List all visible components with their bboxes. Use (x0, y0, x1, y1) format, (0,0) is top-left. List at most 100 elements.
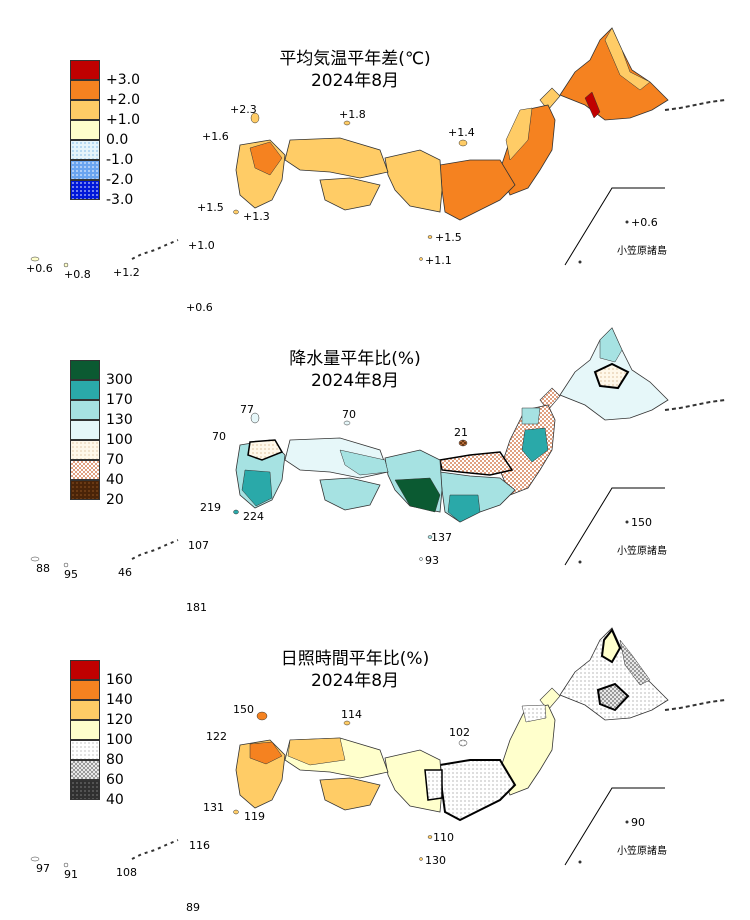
ogasawara-dot-1 (625, 520, 629, 524)
legend-label: +3.0 (106, 72, 140, 88)
tohoku-west (505, 107, 533, 161)
kuril-chain (664, 399, 726, 411)
sado-island (458, 439, 468, 447)
value-oki: +1.8 (339, 108, 366, 121)
legend-swatch (70, 160, 100, 180)
kyushu-north-hot (249, 141, 283, 176)
chugoku-coast (339, 449, 389, 476)
precipitation-title: 降水量平年比(%) (289, 349, 421, 369)
ogasawara-label: 小笠原諸島 (617, 846, 667, 857)
sado-island (458, 739, 468, 747)
shikoku (319, 777, 381, 811)
legend-swatch (70, 420, 100, 440)
legend-label: +1.0 (106, 112, 140, 128)
value-ogasawara: +0.6 (631, 216, 658, 229)
ryukyu-chain (131, 839, 179, 860)
legend-swatch (70, 680, 100, 700)
hokkaido-east-hot (584, 91, 601, 119)
ogasawara-inset-frame (564, 187, 665, 266)
ogasawara-dot-2 (578, 860, 582, 864)
ryukyu-chain (131, 239, 179, 260)
value-tsushima: 70 (212, 430, 226, 443)
value-ogasawara: 90 (631, 816, 645, 829)
chichijima-island (419, 257, 423, 261)
value-amami: 107 (188, 539, 209, 552)
value-rebun: 150 (233, 703, 254, 716)
legend-swatch (70, 400, 100, 420)
miyako-island (63, 862, 69, 868)
tohoku (499, 104, 556, 196)
sunshine-title: 日照時間平年比(%) (280, 649, 430, 669)
shikoku (319, 177, 381, 211)
legend-swatch (70, 140, 100, 160)
ogasawara-dot-2 (578, 560, 582, 564)
legend-swatch (70, 80, 100, 100)
shikoku (319, 477, 381, 511)
legend-swatch (70, 100, 100, 120)
tanegashima-island (233, 809, 239, 815)
value-miyako: +0.8 (64, 268, 91, 281)
value-hachijo: +1.5 (435, 231, 462, 244)
kuril-chain (664, 99, 726, 111)
value-chichijima: 93 (425, 554, 439, 567)
tohoku-north (521, 704, 547, 723)
legend-swatch (70, 740, 100, 760)
kinki-heavy (394, 477, 441, 513)
value-hachijo: 137 (431, 531, 452, 544)
legend-label: 80 (106, 752, 124, 768)
tohoku-east (521, 427, 549, 463)
precipitation-period: 2024年8月 (310, 371, 400, 391)
value-miyako: 91 (64, 868, 78, 881)
tohoku-north (521, 407, 541, 425)
value-ogasawara: 150 (631, 516, 652, 529)
value-rebun: 77 (240, 403, 254, 416)
hokkaido-north (604, 27, 651, 91)
ogasawara-dot-1 (625, 820, 629, 824)
value-ishigaki: +0.6 (26, 262, 53, 275)
hachijo-island (427, 235, 433, 239)
value-minamidaito: +0.6 (186, 301, 213, 314)
ogasawara-inset-frame (564, 787, 665, 866)
sunshine-period: 2024年8月 (310, 671, 400, 691)
legend-swatch (70, 380, 100, 400)
tohoku (499, 704, 556, 796)
chichijima-island (419, 557, 423, 561)
legend-label: 100 (106, 432, 133, 448)
value-minamidaito: 89 (186, 901, 200, 914)
legend-label: 140 (106, 692, 133, 708)
legend-label: -2.0 (106, 172, 134, 188)
legend-swatch (70, 780, 100, 800)
value-okinawa: 46 (118, 566, 132, 579)
value-sado: 102 (449, 726, 470, 739)
legend-swatch (70, 440, 100, 460)
legend-label: +2.0 (106, 92, 140, 108)
ishigaki-island (30, 556, 40, 562)
chugoku-west (287, 737, 346, 766)
value-kagoshima-e: 224 (243, 510, 264, 523)
legend-label: -1.0 (106, 152, 134, 168)
rebun-island (250, 412, 260, 424)
hokkaido-center (593, 362, 630, 390)
chugoku (284, 137, 389, 179)
legend-swatch (70, 480, 100, 500)
value-rebun: +2.3 (230, 103, 257, 116)
sado-island (458, 139, 468, 147)
legend-swatch (70, 360, 100, 380)
legend-label: 130 (106, 412, 133, 428)
legend-swatch (70, 180, 100, 200)
value-amami: 116 (189, 839, 210, 852)
legend-label: 70 (106, 452, 124, 468)
temperature-title: 平均気温平年差(℃) (279, 49, 431, 69)
value-minamidaito: 181 (186, 601, 207, 614)
kinki-east (424, 769, 443, 801)
rebun-island (250, 112, 260, 124)
tokai-wet (447, 494, 481, 523)
legend-swatch (70, 460, 100, 480)
precipitation-map (30, 327, 726, 568)
hachijo-island (427, 835, 433, 839)
tanegashima-island (233, 509, 239, 515)
tanegashima-island (233, 209, 239, 215)
legend-swatch (70, 720, 100, 740)
value-miyako: 95 (64, 568, 78, 581)
sunshine-panel: 日照時間平年比(%) 2024年8月 160 140 120 100 80 60… (0, 600, 750, 914)
